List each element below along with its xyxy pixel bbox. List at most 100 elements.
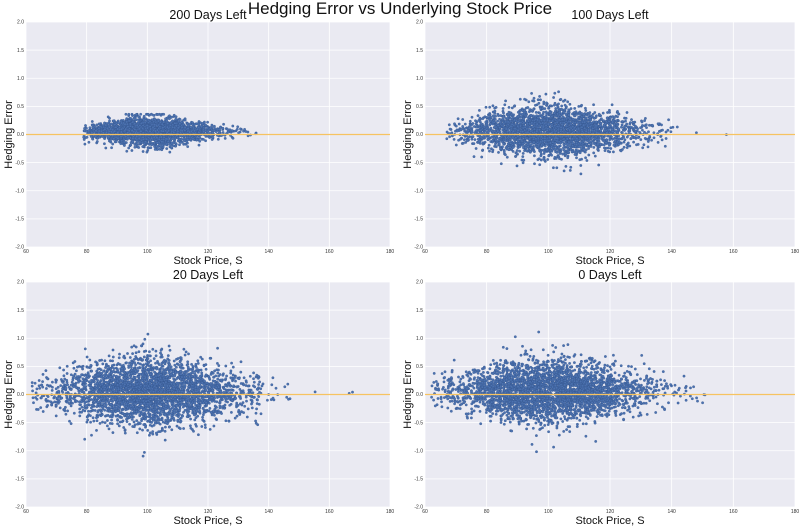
data-point <box>595 138 599 141</box>
y-tick-label: 2.0 <box>416 20 423 26</box>
data-point <box>629 137 633 141</box>
data-point <box>616 110 619 113</box>
data-point <box>202 130 206 134</box>
data-point <box>204 123 208 127</box>
data-point <box>564 112 568 116</box>
data-point <box>545 103 548 107</box>
data-point <box>155 136 159 139</box>
x-tick-label: 60 <box>23 249 29 255</box>
data-point <box>244 130 248 133</box>
data-point <box>128 136 132 140</box>
data-point <box>499 114 503 117</box>
data-point <box>519 108 522 112</box>
data-point <box>172 130 176 134</box>
data-point <box>542 110 545 114</box>
data-point <box>160 122 164 126</box>
data-point <box>123 144 126 147</box>
x-tick-label: 160 <box>729 249 738 255</box>
data-point <box>509 116 512 120</box>
data-point <box>578 151 582 155</box>
data-point <box>624 116 628 120</box>
data-point <box>126 125 130 128</box>
y-tick-label: -1.0 <box>15 188 24 194</box>
data-point <box>474 122 478 125</box>
data-point <box>569 148 573 151</box>
y-tick-label: 2.0 <box>17 20 24 26</box>
y-tick-label: -0.5 <box>414 160 423 166</box>
data-point <box>592 103 595 107</box>
data-point <box>528 140 532 144</box>
data-point <box>116 131 120 135</box>
data-point <box>574 110 578 114</box>
data-point <box>237 131 240 135</box>
data-point <box>658 129 662 133</box>
data-point <box>150 143 154 147</box>
data-point <box>581 137 584 141</box>
data-point <box>547 105 551 109</box>
data-point <box>491 148 495 152</box>
data-point <box>524 114 528 118</box>
data-point <box>631 120 635 124</box>
data-point <box>553 144 557 147</box>
data-point <box>186 136 189 139</box>
data-point <box>90 131 94 135</box>
data-point <box>155 144 158 148</box>
data-point <box>632 140 635 144</box>
data-point <box>236 125 240 129</box>
data-point <box>553 128 556 132</box>
data-point <box>553 137 557 141</box>
data-point <box>454 124 458 128</box>
data-point <box>597 163 601 167</box>
data-point <box>579 141 582 145</box>
data-point <box>155 141 159 145</box>
data-point <box>510 106 514 110</box>
data-point <box>474 147 478 150</box>
x-tick-label: 80 <box>84 249 90 255</box>
data-point <box>626 141 630 145</box>
data-point <box>478 116 482 120</box>
data-point <box>182 123 185 126</box>
data-point <box>617 127 621 131</box>
data-point <box>567 113 571 117</box>
data-point <box>168 114 171 118</box>
data-point <box>468 119 472 123</box>
data-point <box>566 110 570 114</box>
data-point <box>594 135 598 139</box>
data-point <box>581 130 584 133</box>
data-point <box>667 118 670 122</box>
data-point <box>552 103 556 107</box>
data-point <box>127 129 131 133</box>
x-tick-label: 120 <box>204 249 213 255</box>
data-point <box>562 110 566 114</box>
data-point <box>539 154 543 158</box>
data-point <box>95 140 99 143</box>
data-point <box>579 117 583 121</box>
data-point <box>602 143 606 147</box>
data-point <box>178 143 181 147</box>
data-point <box>142 118 146 122</box>
data-point <box>492 120 496 124</box>
data-point <box>461 141 465 145</box>
data-point <box>174 115 178 119</box>
data-point <box>459 128 463 132</box>
data-point <box>596 147 600 151</box>
data-point <box>643 137 647 140</box>
data-point <box>173 141 177 145</box>
data-point <box>529 150 532 154</box>
data-point <box>527 100 531 104</box>
data-point <box>123 122 127 126</box>
data-point <box>592 142 596 145</box>
data-point <box>486 146 490 150</box>
x-tick-label: 180 <box>386 249 395 255</box>
data-point <box>573 107 577 110</box>
data-point <box>170 146 173 150</box>
data-point <box>180 137 184 141</box>
data-point <box>493 109 497 113</box>
y-tick-label: 1.5 <box>17 48 24 54</box>
data-point <box>614 136 618 139</box>
data-point <box>523 125 527 129</box>
data-point <box>133 145 137 149</box>
data-point <box>669 126 673 130</box>
data-point <box>584 106 587 110</box>
data-point <box>448 135 451 139</box>
